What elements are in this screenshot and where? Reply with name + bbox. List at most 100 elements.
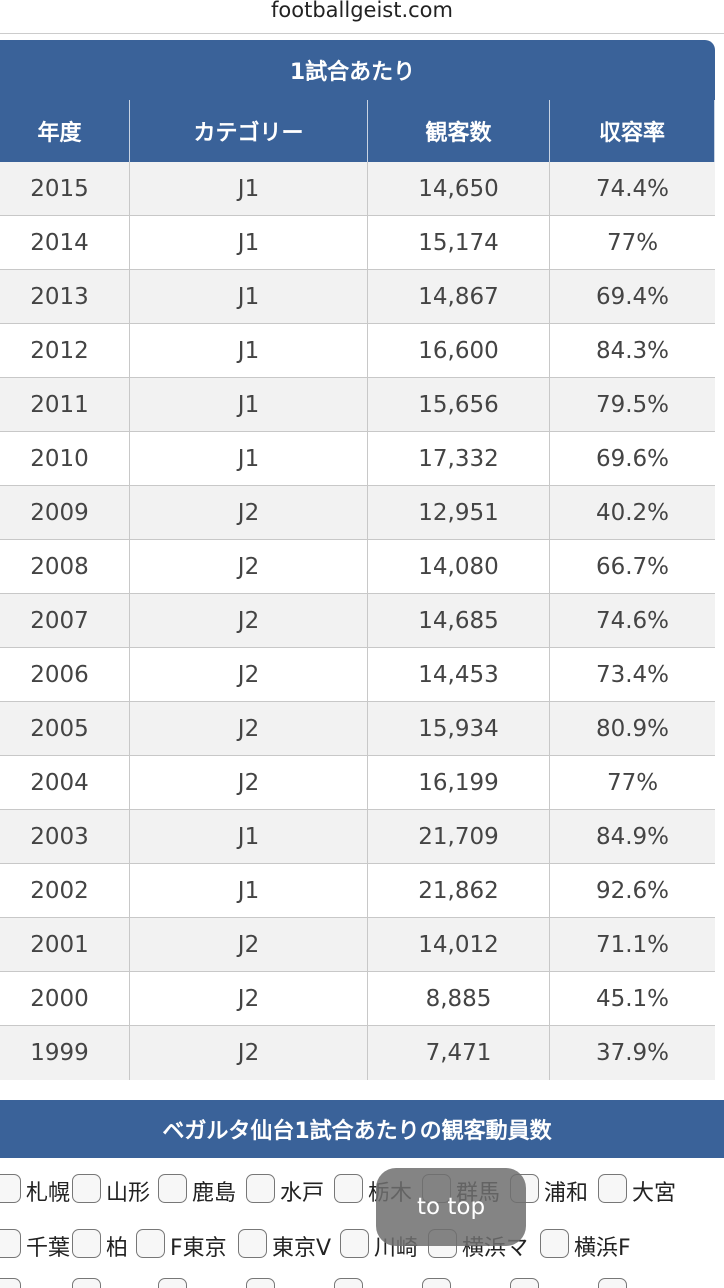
table-cell: 45.1% <box>550 972 715 1026</box>
table-cell: J2 <box>130 540 368 594</box>
team-label[interactable]: 山形 <box>106 1181 151 1206</box>
table-cell: 74.6% <box>550 594 715 648</box>
table-cell: 2003 <box>0 810 130 864</box>
table-cell: 92.6% <box>550 864 715 918</box>
url-bar: footballgeist.com <box>0 0 724 34</box>
team-label[interactable]: 横浜F <box>574 1236 631 1261</box>
checkbox[interactable] <box>246 1174 275 1203</box>
to-top-button[interactable]: to top <box>376 1168 526 1246</box>
checkbox[interactable] <box>72 1174 101 1203</box>
team-label[interactable]: 柏 <box>106 1236 129 1261</box>
table-cell: 2006 <box>0 648 130 702</box>
table-cell: J2 <box>130 756 368 810</box>
table-cell: 15,934 <box>368 702 550 756</box>
table-cell: J2 <box>130 1026 368 1080</box>
table-cell: 69.6% <box>550 432 715 486</box>
section-title: ベガルタ仙台1試合あたりの観客動員数 <box>0 1100 724 1158</box>
table-cell: J1 <box>130 378 368 432</box>
checkbox[interactable] <box>0 1229 21 1258</box>
table-caption: 1試合あたり <box>0 40 715 100</box>
table-cell: 16,600 <box>368 324 550 378</box>
table-cell: J2 <box>130 918 368 972</box>
table-cell: 2007 <box>0 594 130 648</box>
checkbox[interactable] <box>422 1278 451 1288</box>
table-cell: 12,951 <box>368 486 550 540</box>
checkbox[interactable] <box>238 1229 267 1258</box>
team-label[interactable]: 大宮 <box>632 1181 677 1206</box>
team-label[interactable]: F東京 <box>170 1236 227 1261</box>
table-cell: 2010 <box>0 432 130 486</box>
table-cell: J1 <box>130 864 368 918</box>
table-cell: J1 <box>130 216 368 270</box>
table-cell: 84.9% <box>550 810 715 864</box>
table-cell: 21,862 <box>368 864 550 918</box>
team-label[interactable]: 千葉 <box>26 1236 71 1261</box>
checkbox[interactable] <box>0 1278 21 1288</box>
column-header: 収容率 <box>550 100 715 162</box>
table-cell: J2 <box>130 648 368 702</box>
table-cell: 77% <box>550 216 715 270</box>
checkbox[interactable] <box>334 1278 363 1288</box>
checkbox[interactable] <box>246 1278 275 1288</box>
table-cell: 2008 <box>0 540 130 594</box>
team-label[interactable]: 浦和 <box>544 1181 589 1206</box>
checkbox[interactable] <box>158 1278 187 1288</box>
checkbox[interactable] <box>340 1229 369 1258</box>
team-label[interactable]: 水戸 <box>280 1181 325 1206</box>
table-cell: 14,453 <box>368 648 550 702</box>
table-cell: 80.9% <box>550 702 715 756</box>
checkbox[interactable] <box>540 1229 569 1258</box>
checkbox[interactable] <box>158 1174 187 1203</box>
table-cell: 2013 <box>0 270 130 324</box>
table-cell: 40.2% <box>550 486 715 540</box>
checkbox[interactable] <box>598 1278 627 1288</box>
checkbox[interactable] <box>334 1174 363 1203</box>
table-cell: J1 <box>130 324 368 378</box>
table-cell: 79.5% <box>550 378 715 432</box>
table-cell: 2002 <box>0 864 130 918</box>
table-cell: 2004 <box>0 756 130 810</box>
table-cell: 77% <box>550 756 715 810</box>
team-label[interactable]: 鹿島 <box>192 1181 237 1206</box>
table-cell: 2015 <box>0 162 130 216</box>
table-cell: 37.9% <box>550 1026 715 1080</box>
table-cell: 2001 <box>0 918 130 972</box>
table-cell: 21,709 <box>368 810 550 864</box>
table-cell: 14,080 <box>368 540 550 594</box>
table-cell: 2012 <box>0 324 130 378</box>
table-cell: 2000 <box>0 972 130 1026</box>
table-cell: J1 <box>130 270 368 324</box>
table-cell: 73.4% <box>550 648 715 702</box>
table-cell: 84.3% <box>550 324 715 378</box>
checkbox[interactable] <box>510 1278 539 1288</box>
table-cell: 17,332 <box>368 432 550 486</box>
table-cell: 7,471 <box>368 1026 550 1080</box>
table-cell: 2009 <box>0 486 130 540</box>
table-cell: J2 <box>130 702 368 756</box>
column-header: 観客数 <box>368 100 550 162</box>
table-cell: 69.4% <box>550 270 715 324</box>
table-cell: 71.1% <box>550 918 715 972</box>
table-cell: J1 <box>130 162 368 216</box>
checkbox[interactable] <box>72 1278 101 1288</box>
checkbox[interactable] <box>598 1174 627 1203</box>
table-cell: 14,650 <box>368 162 550 216</box>
team-label[interactable]: 札幌 <box>26 1181 71 1206</box>
table-cell: 14,012 <box>368 918 550 972</box>
table-cell: 74.4% <box>550 162 715 216</box>
table-cell: 14,867 <box>368 270 550 324</box>
table-cell: J2 <box>130 486 368 540</box>
table-cell: 2014 <box>0 216 130 270</box>
column-header: カテゴリー <box>130 100 368 162</box>
checkbox[interactable] <box>0 1174 21 1203</box>
table-cell: 14,685 <box>368 594 550 648</box>
table-cell: J1 <box>130 810 368 864</box>
table-cell: J1 <box>130 432 368 486</box>
checkbox[interactable] <box>136 1229 165 1258</box>
column-header: 年度 <box>0 100 130 162</box>
table-cell: 15,174 <box>368 216 550 270</box>
checkbox[interactable] <box>72 1229 101 1258</box>
team-label[interactable]: 東京V <box>272 1236 332 1261</box>
table-cell: 66.7% <box>550 540 715 594</box>
